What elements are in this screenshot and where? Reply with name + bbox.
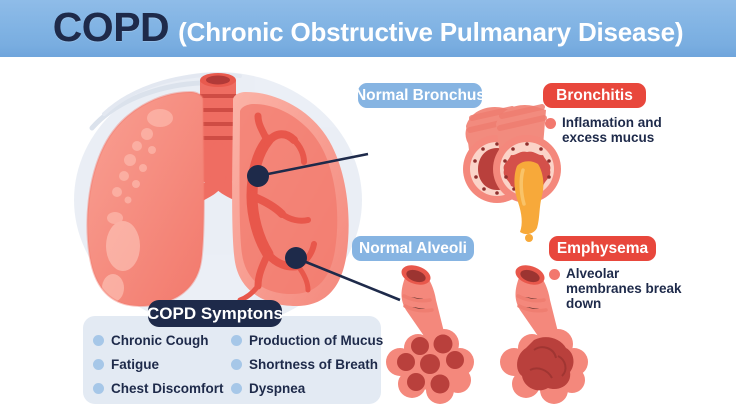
symptom-bullet-icon xyxy=(93,383,104,394)
symptom-item: Dyspnea xyxy=(231,378,391,399)
symptom-label: Fatigue xyxy=(111,357,160,372)
bronchitis-bullet-icon xyxy=(545,118,556,129)
header-title-group: COPD (Chronic Obstructive Pulmanary Dise… xyxy=(53,7,684,48)
callout-connectors xyxy=(247,152,401,302)
bronchitis-description: Inflamation and excess mucus xyxy=(545,115,675,145)
alveolar-sacs xyxy=(386,329,474,404)
symptom-label: Chronic Cough xyxy=(111,333,209,348)
page-title-expansion: (Chronic Obstructive Pulmanary Disease) xyxy=(178,17,684,47)
normal-alveoli-illustration xyxy=(386,265,474,404)
page-title-acronym: COPD xyxy=(52,4,170,50)
symptom-item: Chest Discomfort xyxy=(93,378,231,399)
symptom-bullet-icon xyxy=(93,335,104,346)
emphysema-description-text: Alveolar membranes break down xyxy=(566,266,682,312)
symptoms-list: Chronic Cough Production of Mucus Fatigu… xyxy=(83,330,383,399)
right-lung xyxy=(232,92,349,306)
mucus xyxy=(514,161,544,242)
left-lung xyxy=(86,90,205,308)
bronchitis-description-text: Inflamation and excess mucus xyxy=(562,115,662,146)
alveoli-callout-dot xyxy=(285,247,307,269)
bronchial-tree xyxy=(237,112,317,303)
symptom-item: Chronic Cough xyxy=(93,330,231,351)
symptom-bullet-icon xyxy=(93,359,104,370)
symptom-item: Shortness of Breath xyxy=(231,354,391,375)
badge-normal-bronchus[interactable]: Normal Bronchus xyxy=(355,83,485,108)
badge-emphysema[interactable]: Emphysema xyxy=(549,236,656,261)
left-lung-highlights xyxy=(102,109,173,302)
symptom-bullet-icon xyxy=(231,359,242,370)
emphysema-bullet-icon xyxy=(549,269,560,280)
badge-bronchitis[interactable]: Bronchitis xyxy=(543,83,646,108)
emphysema-sacs xyxy=(500,329,588,404)
symptoms-title-badge: COPD Symptons xyxy=(147,300,283,327)
symptom-item: Production of Mucus xyxy=(231,330,391,351)
normal-bronchus-illustration xyxy=(463,106,531,203)
symptom-item: Fatigue xyxy=(93,354,231,375)
symptom-label: Chest Discomfort xyxy=(111,381,224,396)
symptom-bullet-icon xyxy=(231,335,242,346)
trachea xyxy=(170,73,270,214)
header-banner: COPD (Chronic Obstructive Pulmanary Dise… xyxy=(0,0,736,57)
symptom-label: Production of Mucus xyxy=(249,333,384,348)
symptom-label: Shortness of Breath xyxy=(249,357,379,372)
bronchus-callout-dot xyxy=(247,165,269,187)
symptom-bullet-icon xyxy=(231,383,242,394)
emphysema-description: Alveolar membranes break down xyxy=(549,266,689,311)
lungs-halo xyxy=(74,72,362,328)
symptom-label: Dyspnea xyxy=(249,381,306,396)
badge-normal-alveoli[interactable]: Normal Alveoli xyxy=(352,236,474,261)
